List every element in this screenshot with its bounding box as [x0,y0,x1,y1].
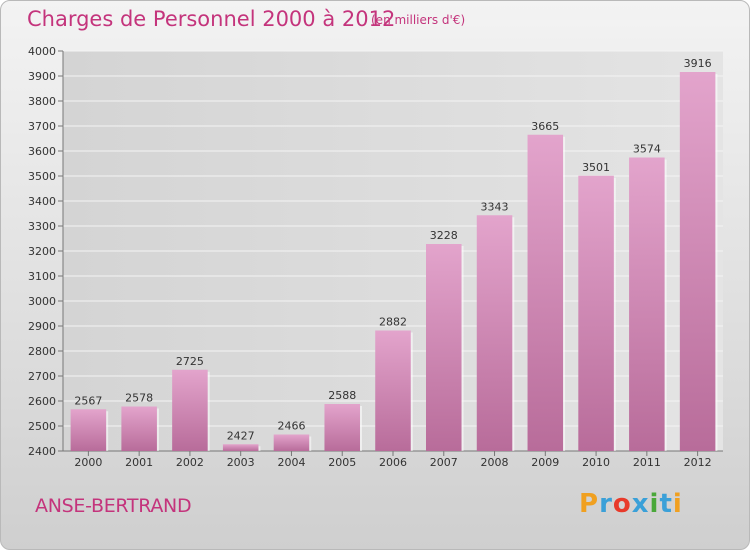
x-tick-label: 2009 [531,456,559,469]
y-tick-label: 2600 [28,395,56,408]
bar-2008 [476,215,513,451]
logo-letter: P [579,489,600,519]
y-tick-label: 2800 [28,345,56,358]
bar-2004 [273,434,310,451]
x-tick-label: 2006 [379,456,407,469]
bar-2011 [629,157,665,451]
x-tick-label: 2007 [430,456,458,469]
y-tick-label: 3500 [28,170,56,183]
y-tick-label: 2700 [28,370,56,383]
y-tick-label: 4000 [28,45,56,58]
x-tick-label: 2004 [277,456,305,469]
x-tick-label: 2003 [227,456,255,469]
bar-2010 [578,175,614,451]
bar-2000 [70,409,107,451]
x-tick-label: 2008 [481,456,509,469]
bar-value-label: 2882 [379,316,407,329]
x-tick-label: 2011 [633,456,661,469]
y-tick-label: 3200 [28,245,56,258]
x-tick-label: 2002 [176,456,204,469]
x-tick-label: 2005 [328,456,356,469]
x-tick-label: 2000 [74,456,102,469]
logo-letter: t [659,489,673,519]
bar-2001 [121,406,157,451]
bar-value-label: 3228 [430,229,458,242]
chart-title: Charges de Personnel 2000 à 2012 [27,7,396,31]
y-tick-label: 3000 [28,295,56,308]
bar-value-label: 3501 [582,161,610,174]
x-tick-label: 2001 [125,456,153,469]
commune-name: ANSE-BERTRAND [35,495,192,517]
bar-value-label: 3574 [633,143,661,156]
y-tick-label: 3800 [28,95,56,108]
logo-letter: i [672,489,683,519]
bar-2003 [222,444,259,451]
bar-value-label: 3343 [481,200,509,213]
bar-value-label: 2578 [125,392,153,405]
logo-letter: r [599,489,613,519]
bar-2002 [172,369,208,451]
chart-subtitle: (en milliers d'€) [371,13,466,27]
bar-value-label: 2567 [74,394,102,407]
bar-value-label: 2427 [227,429,255,442]
bar-value-label: 3665 [531,120,559,133]
bar-2005 [324,404,360,451]
x-tick-label: 2012 [684,456,712,469]
bar-2006 [375,330,411,451]
y-tick-label: 3900 [28,70,56,83]
y-tick-label: 2500 [28,420,56,433]
y-tick-label: 3600 [28,145,56,158]
proxiti-logo: Proxiti [579,489,683,519]
y-tick-label: 2900 [28,320,56,333]
bar-value-label: 2725 [176,355,204,368]
logo-letter: i [649,489,660,519]
bar-2012 [679,72,716,451]
y-tick-label: 2400 [28,445,56,458]
bar-value-label: 3916 [684,57,712,70]
logo-letter: o [612,489,632,519]
bar-2009 [527,134,564,451]
y-tick-label: 3700 [28,120,56,133]
bar-value-label: 2466 [277,420,305,433]
bar-value-label: 2588 [328,389,356,402]
x-tick-label: 2010 [582,456,610,469]
y-tick-label: 3100 [28,270,56,283]
y-tick-label: 3300 [28,220,56,233]
bar-2007 [426,244,462,451]
logo-letter: x [631,489,650,519]
y-tick-label: 3400 [28,195,56,208]
